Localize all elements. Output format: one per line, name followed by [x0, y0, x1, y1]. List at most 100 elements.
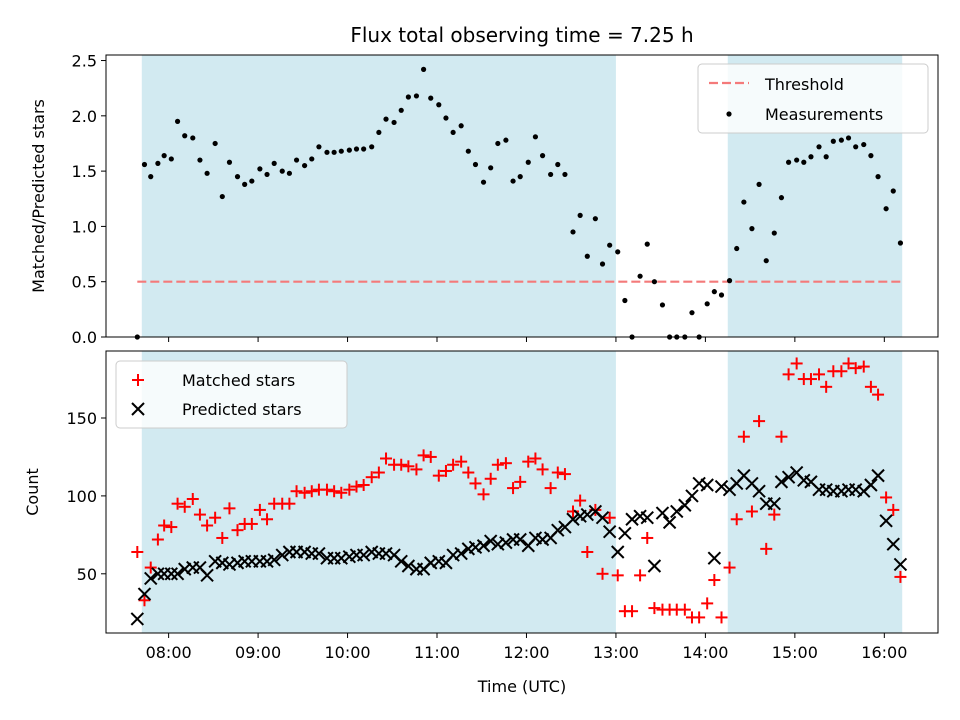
x-tick-label: 11:00	[414, 643, 460, 662]
matched-star-point	[842, 357, 855, 370]
predicted-star-point	[401, 559, 416, 573]
matched-star-point	[887, 503, 900, 516]
matched-star-point	[693, 611, 706, 624]
measurement-point	[548, 171, 554, 178]
matched-star-point	[499, 457, 512, 470]
predicted-star-point	[267, 553, 281, 567]
measurement-point	[197, 157, 203, 163]
bottom-legend: Matched stars Predicted stars	[115, 360, 348, 429]
measurement-point	[420, 66, 427, 72]
matched-star-point	[566, 505, 579, 518]
matched-star-point	[522, 455, 535, 468]
matched-star-point	[439, 464, 452, 477]
y-tick-label: 2.0	[72, 107, 97, 126]
measurement-point	[369, 144, 375, 150]
measurement-point	[615, 249, 621, 255]
matched-star-point	[641, 531, 654, 544]
predicted-star-point	[312, 546, 326, 561]
predicted-star-point	[130, 612, 145, 626]
measurement-point	[816, 144, 822, 150]
matched-star-point	[372, 466, 385, 479]
matched-star-point	[753, 415, 766, 428]
matched-star-point	[455, 455, 468, 468]
matched-star-point	[715, 611, 728, 624]
measurement-point	[302, 162, 308, 169]
predicted-star-point	[647, 559, 662, 573]
matched-star-point	[402, 460, 415, 473]
bottom-y-axis-label: Count	[23, 468, 42, 516]
measurement-point	[853, 144, 859, 150]
matched-star-point	[131, 545, 144, 558]
measurement-point	[495, 140, 501, 147]
measurement-point	[226, 159, 233, 165]
measurement-point	[376, 129, 382, 136]
x-tick-label: 12:00	[503, 643, 549, 662]
predicted-star-point	[871, 468, 885, 483]
measurement-point	[808, 154, 814, 160]
measurement-point	[883, 206, 889, 212]
measurement-point	[428, 95, 434, 101]
predicted-star-point	[222, 557, 237, 572]
measurement-point	[168, 156, 174, 162]
matched-star-point	[380, 452, 393, 465]
measurement-point	[756, 181, 762, 187]
bottom-x-ticks: 08:00 09:00 10:00 11:00 12:00 13:00 14:00 15:00…	[146, 633, 907, 662]
measurement-point	[823, 154, 829, 160]
predicted-star-point	[476, 539, 491, 553]
matched-star-point	[737, 430, 750, 443]
matched-stars-points	[131, 357, 907, 624]
matched-star-point	[261, 513, 274, 526]
predicted-star-point	[170, 567, 185, 581]
measurement-point	[190, 135, 196, 141]
predicted-star-point	[781, 470, 796, 484]
predicted-stars-points	[130, 465, 908, 626]
top-legend: Threshold Measurements	[697, 63, 929, 134]
matched-star-point	[491, 458, 504, 471]
matched-star-point	[820, 380, 833, 393]
matched-star-point	[223, 502, 236, 515]
measurement-point	[141, 161, 148, 168]
measurement-point	[637, 273, 643, 279]
predicted-star-point	[551, 523, 565, 537]
predicted-star-point	[454, 546, 468, 561]
predicted-star-point	[655, 506, 670, 520]
predicted-star-point	[491, 537, 505, 551]
measurement-point	[155, 160, 161, 166]
measurement-point	[801, 159, 807, 165]
measurement-point	[584, 253, 590, 259]
matched-star-point	[165, 521, 178, 534]
top-x-ticks	[168, 337, 885, 342]
matched-star-point	[178, 500, 191, 513]
measurement-point	[361, 146, 367, 152]
measurement-point	[204, 170, 210, 176]
measurement-point	[257, 166, 263, 172]
measurement-point	[383, 116, 389, 122]
measurement-point	[309, 156, 315, 162]
measurement-point	[182, 133, 188, 139]
measurement-point	[413, 93, 420, 99]
predicted-star-point	[752, 484, 766, 498]
matched-star-point	[216, 531, 229, 544]
legend-threshold-label: Threshold	[764, 75, 844, 94]
measurement-point	[271, 160, 277, 166]
measurement-point	[331, 149, 337, 155]
legend-matched-label: Matched stars	[182, 371, 295, 390]
measurement-point	[242, 181, 248, 187]
measurement-point	[234, 174, 241, 180]
measurement-point	[562, 171, 568, 178]
predicted-star-point	[535, 532, 550, 547]
matched-star-point	[290, 485, 303, 498]
matched-star-point	[634, 569, 647, 582]
x-tick-label: 09:00	[235, 643, 281, 662]
matched-star-point	[231, 524, 244, 537]
matched-star-point	[350, 480, 363, 493]
measurement-point	[346, 147, 352, 153]
predicted-star-point	[580, 507, 595, 522]
matched-star-point	[171, 497, 184, 510]
measurement-point	[845, 135, 852, 141]
measurement-point	[897, 240, 904, 246]
matched-star-point	[551, 466, 564, 479]
bottom-legend-box	[115, 360, 348, 429]
predicted-star-point	[692, 476, 706, 491]
predicted-star-point	[356, 548, 371, 562]
